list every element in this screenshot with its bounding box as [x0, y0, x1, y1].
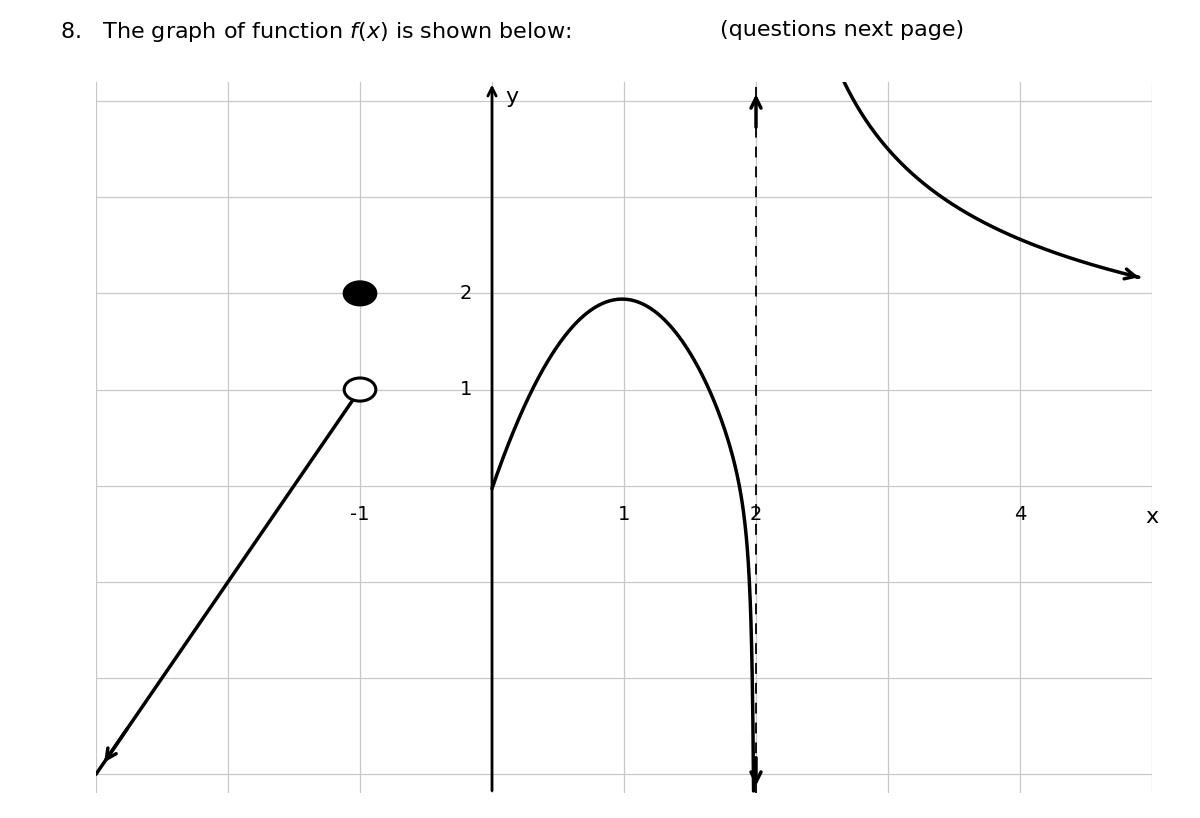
- Text: 8.   The graph of function $f(x)$ is shown below:: 8. The graph of function $f(x)$ is shown…: [60, 20, 571, 44]
- Text: (questions next page): (questions next page): [720, 20, 964, 40]
- Circle shape: [344, 378, 376, 401]
- Text: 4: 4: [1014, 505, 1026, 524]
- Text: y: y: [505, 87, 518, 106]
- Text: -1: -1: [350, 505, 370, 524]
- Text: x: x: [1146, 507, 1158, 527]
- Circle shape: [344, 282, 376, 305]
- Text: 2: 2: [460, 284, 473, 303]
- Text: 2: 2: [750, 505, 762, 524]
- Text: 1: 1: [618, 505, 630, 524]
- Text: 1: 1: [460, 380, 473, 399]
